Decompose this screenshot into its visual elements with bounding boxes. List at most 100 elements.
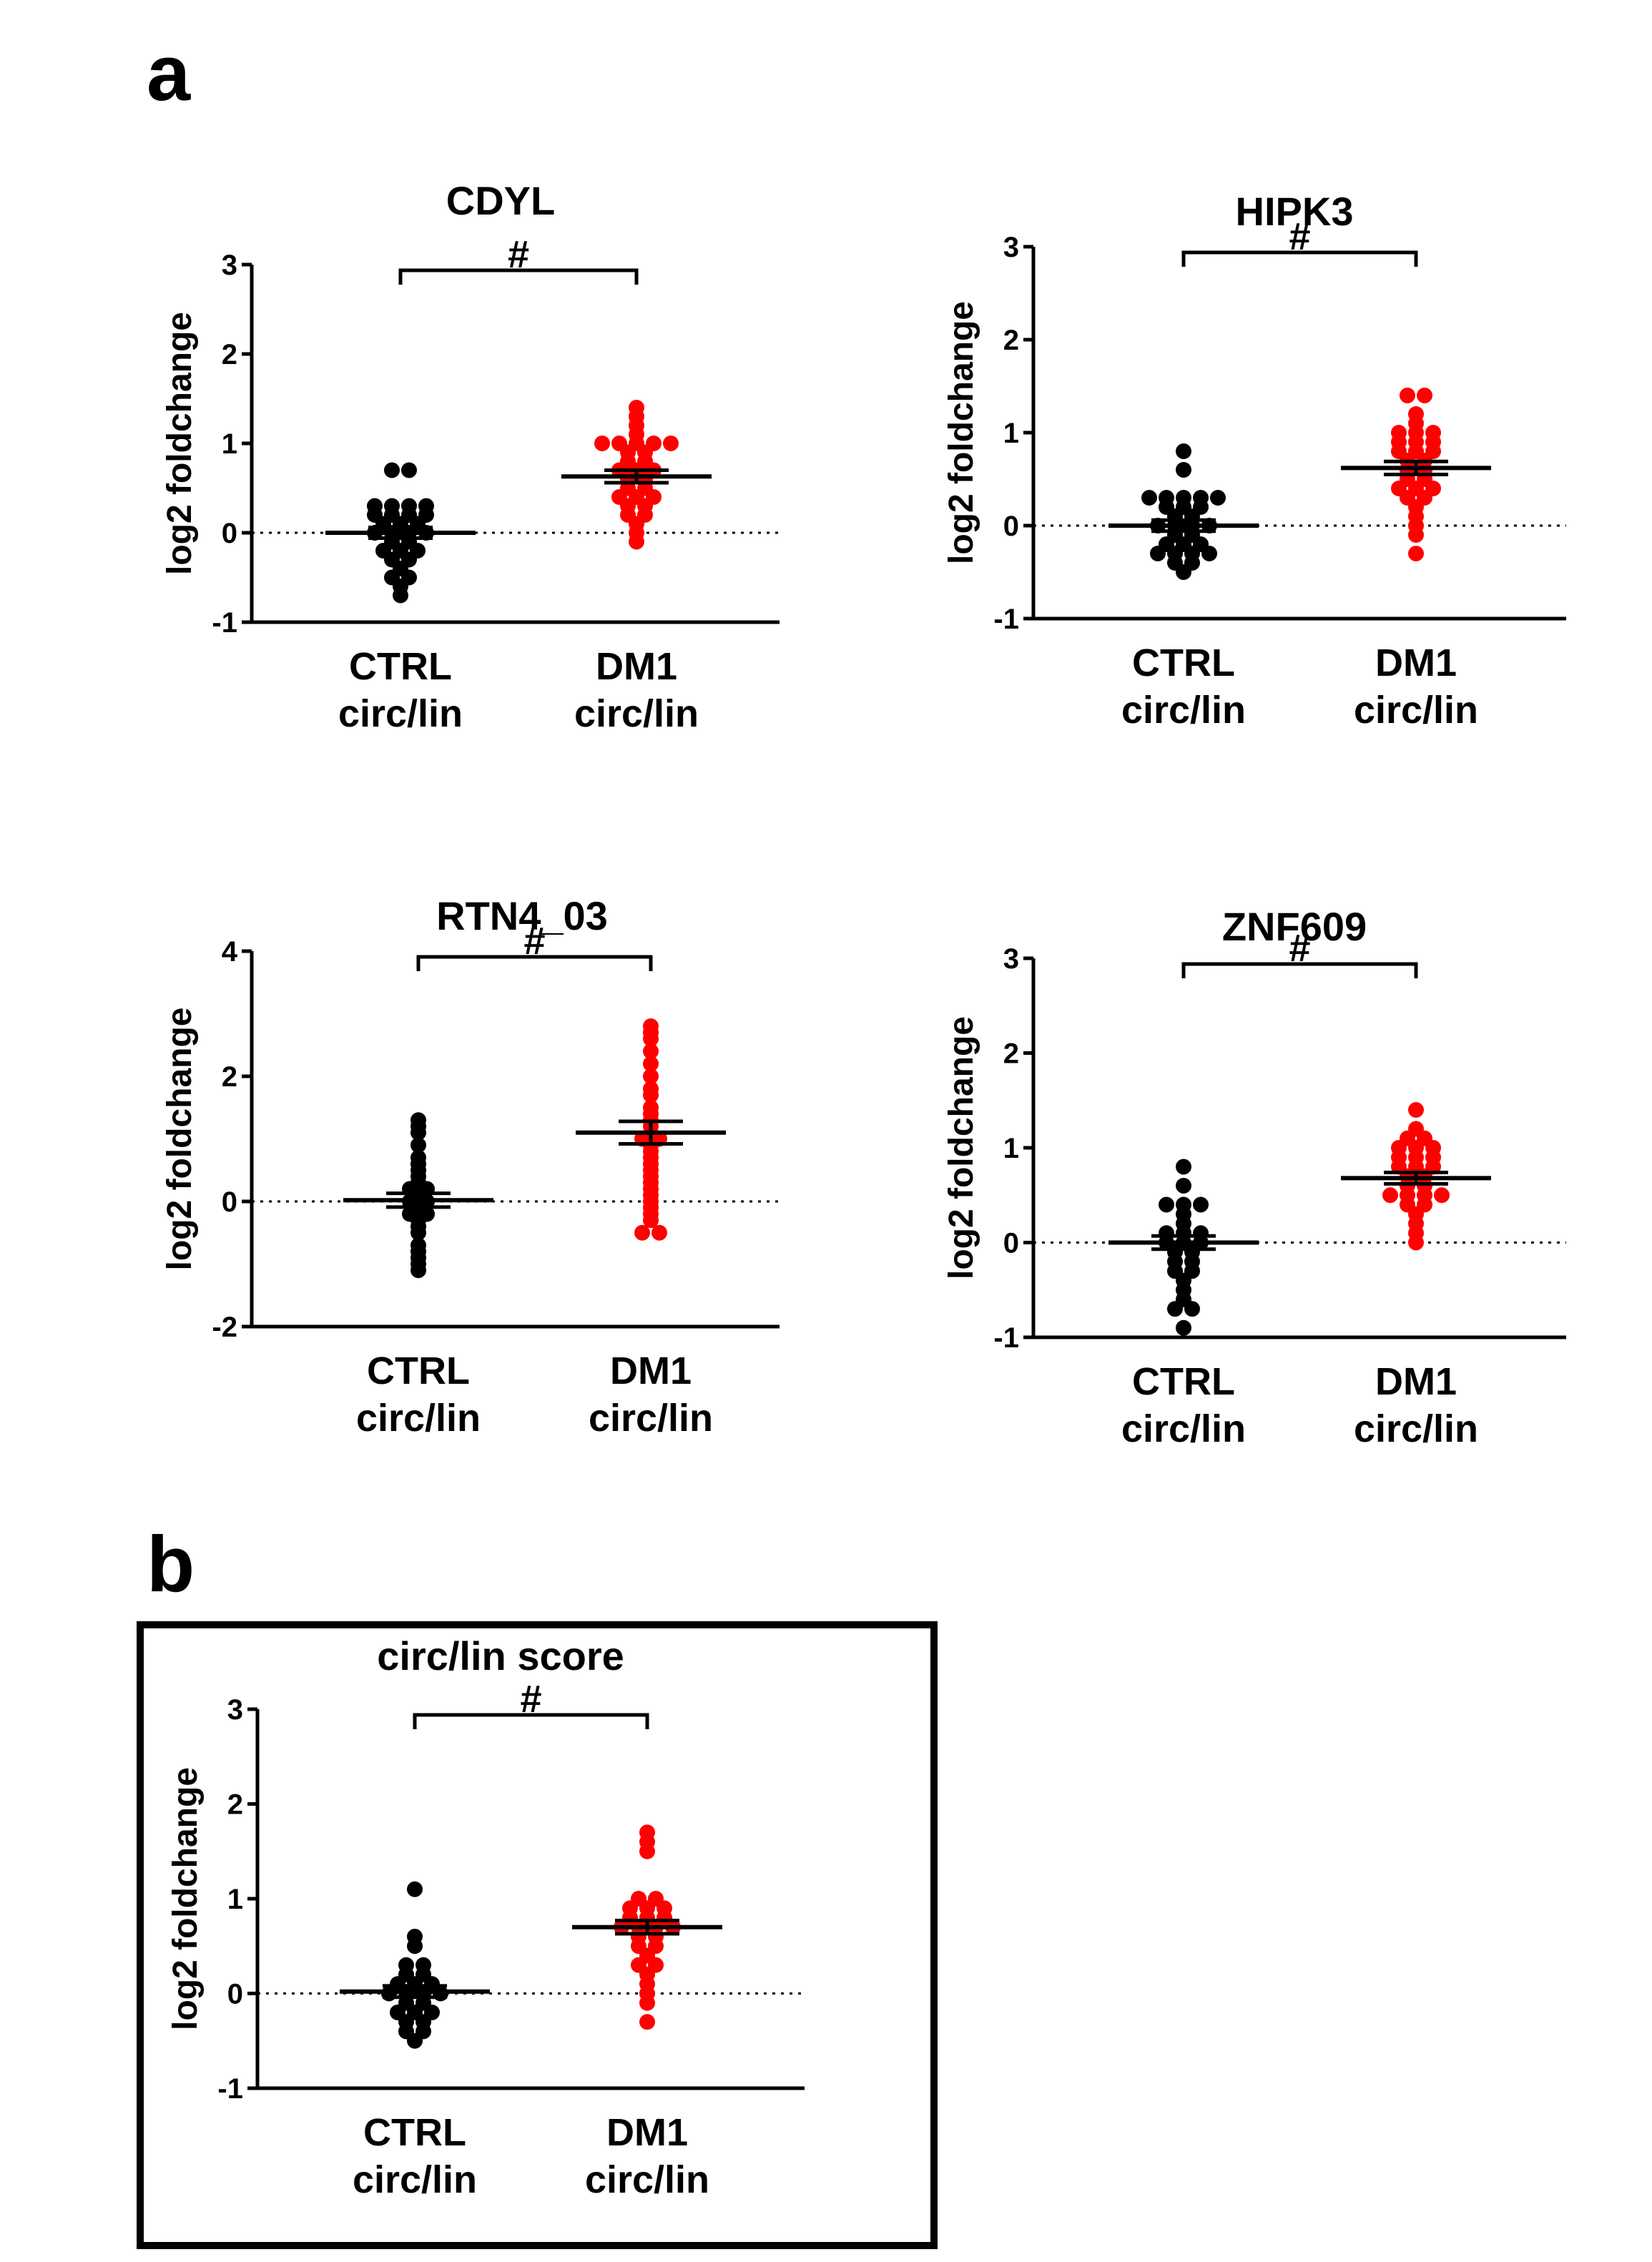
data-point [1408,527,1424,543]
significance-bracket [413,1713,649,1729]
y-tick-label: 2 [222,339,237,370]
data-point [1417,388,1432,403]
data-point [416,1957,431,1973]
data-point [646,436,662,451]
data-point [1382,1187,1398,1204]
y-tick-label: 3 [1003,232,1019,263]
data-point [652,1224,667,1241]
data-point [663,436,679,451]
panel-label-b: b [147,1520,195,1608]
y-tick-label: -1 [993,604,1019,635]
data-point [410,1224,426,1241]
data-point [1159,1196,1174,1213]
data-point [1408,546,1424,561]
category-label: circ/lin [589,1397,713,1440]
data-point [1141,490,1157,506]
data-point [1408,1121,1424,1137]
data-point [629,533,644,550]
data-point [384,462,400,478]
data-point [1176,1178,1191,1194]
y-tick-label: 0 [1003,1228,1019,1259]
data-point [643,1068,659,1084]
data-point [629,400,644,415]
data-point [393,587,408,604]
data-point [1434,1187,1450,1204]
data-point [1167,1301,1183,1317]
data-point [1176,443,1191,459]
y-tick-label: -1 [993,1322,1019,1354]
chart-2: RTN4_03 -2 0 2 4 log2 foldchange CTRL circ/lin D… [161,893,780,1440]
data-point [410,1112,426,1128]
data-point [639,1824,655,1841]
data-point [398,1957,414,1973]
data-point [407,2032,423,2049]
chart-title: RTN4_03 [436,893,608,938]
data-point [1159,1225,1174,1241]
data-point [410,1137,426,1154]
y-tick-label: 3 [1003,943,1019,975]
data-point [1159,490,1174,506]
chart-title: CDYL [446,178,555,223]
y-tick-label: 4 [222,936,238,968]
data-point [1176,462,1191,478]
category-label: DM1 [610,1349,692,1392]
category-label: circ/lin [1121,689,1246,732]
y-tick-label: 3 [222,250,237,281]
y-tick-label: 1 [1003,1133,1019,1164]
y-axis-label: log2 foldchange [943,301,980,564]
data-point [1391,425,1407,441]
data-point [1176,490,1191,506]
category-label: DM1 [1375,1360,1457,1403]
data-point [1193,1225,1209,1241]
category-label: DM1 [606,2111,688,2154]
significance-bracket [1181,250,1418,267]
significance-marker: # [508,233,529,276]
data-point [1176,564,1191,580]
category-label: CTRL [363,2111,466,2154]
data-point [648,1891,664,1907]
y-tick-label: -1 [212,607,237,639]
data-point [643,1212,659,1229]
data-point [1193,1196,1209,1213]
category-label: circ/lin [1354,1407,1478,1450]
data-point [384,498,400,514]
data-point [1176,1319,1191,1336]
data-point [594,436,610,451]
y-tick-label: 2 [1003,1038,1019,1070]
significance-bracket [398,268,639,285]
data-point [1210,490,1226,506]
y-axis-label: log2 foldchange [161,1007,199,1270]
significance-marker: # [1289,927,1310,970]
category-label: circ/lin [356,1397,481,1440]
data-point [367,498,383,514]
category-label: circ/lin [338,692,463,735]
data-point [407,1881,423,1897]
y-tick-label: 1 [1003,418,1019,449]
category-label: circ/lin [1354,689,1478,732]
category-label: DM1 [1375,641,1457,684]
y-tick-label: -2 [212,1312,237,1343]
y-axis-label: log2 foldchange [943,1016,980,1279]
data-point [643,1099,659,1116]
data-point [631,1891,646,1907]
category-label: CTRL [367,1349,470,1392]
category-label: CTRL [349,645,452,688]
data-point [1176,1196,1191,1213]
y-tick-label: 0 [222,1186,237,1218]
y-tick-label: 0 [222,518,237,549]
data-point [643,1056,659,1072]
data-point [634,1224,650,1241]
data-point [639,2014,655,2030]
significance-marker: # [520,1678,541,1721]
category-label: DM1 [596,645,677,688]
category-label: circ/lin [574,692,699,735]
y-tick-label: -1 [217,2073,243,2105]
data-point [1201,546,1217,561]
category-label: circ/lin [585,2158,709,2201]
chart-1: HIPK3 -1 0 1 2 3 log2 foldchange CTRL circ/lin DM… [943,189,1566,732]
category-label: circ/lin [1121,1407,1246,1450]
